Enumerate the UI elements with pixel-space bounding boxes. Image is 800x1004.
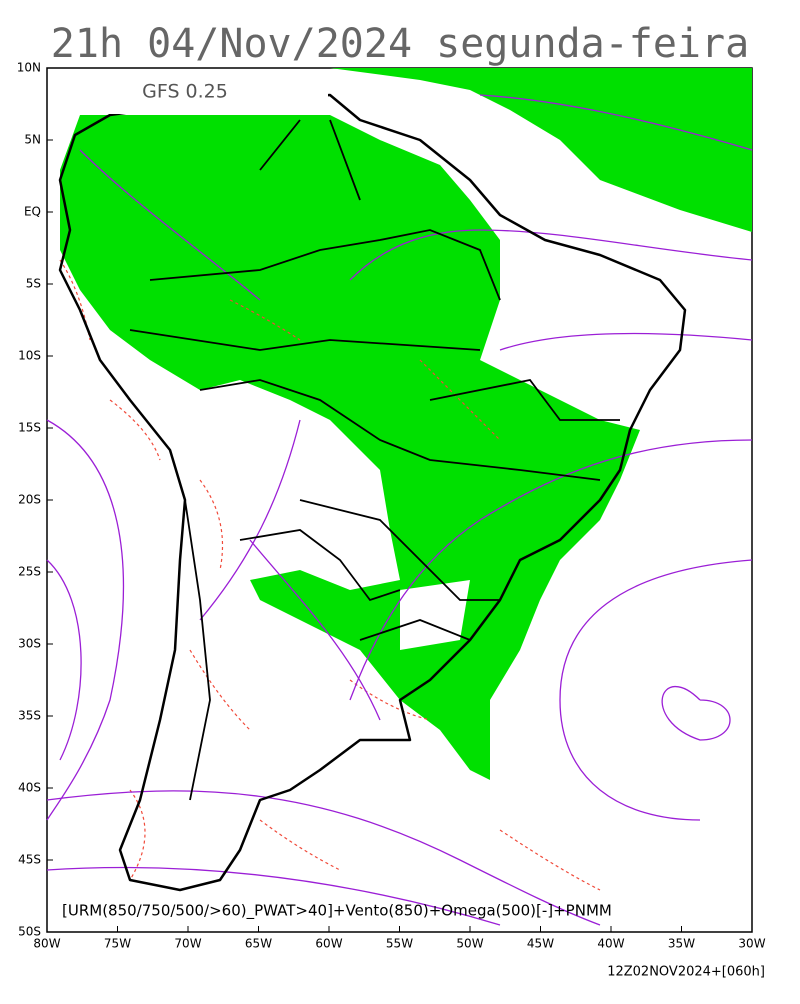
coastlines-borders xyxy=(58,93,687,892)
lat-label: 5S xyxy=(26,277,41,291)
lat-label: 45S xyxy=(18,853,41,867)
lat-label: 25S xyxy=(18,565,41,579)
lon-label: 40W xyxy=(597,937,624,951)
precip-contour xyxy=(59,259,601,891)
humidity-areas xyxy=(60,68,752,780)
coastline xyxy=(58,93,687,892)
lat-label: 40S xyxy=(18,781,41,795)
lat-label: 10S xyxy=(18,349,41,363)
lon-label: 30W xyxy=(738,937,765,951)
lat-label: 5N xyxy=(24,133,41,147)
lon-label: 55W xyxy=(386,937,413,951)
lon-label: 65W xyxy=(245,937,272,951)
lon-label: 60W xyxy=(315,937,342,951)
caption: [URM(850/750/500/>60)_PWAT>40]+Vento(850… xyxy=(62,902,612,921)
precip-contours xyxy=(59,259,601,891)
border xyxy=(129,119,620,801)
lon-label: 35W xyxy=(668,937,695,951)
lon-label: 75W xyxy=(104,937,131,951)
model-label: GFS 0.25 xyxy=(142,81,228,103)
lon-label: 50W xyxy=(456,937,483,951)
streamlines xyxy=(46,94,753,926)
label-box xyxy=(48,69,328,114)
humid-area xyxy=(330,68,752,232)
lat-label: 50S xyxy=(18,925,41,939)
lat-label: EQ xyxy=(24,205,41,219)
title: 21h 04/Nov/2024 segunda-feira xyxy=(51,21,749,67)
lat-label: 20S xyxy=(18,493,41,507)
dry-area xyxy=(400,580,470,650)
dry-area xyxy=(290,470,380,560)
lon-label: 80W xyxy=(33,937,60,951)
lat-label: 30S xyxy=(18,637,41,651)
footer: 12Z02NOV2024+[060h] xyxy=(607,965,765,980)
humid-area xyxy=(60,115,640,780)
lat-label: 35S xyxy=(18,709,41,723)
lon-label: 70W xyxy=(174,937,201,951)
lat-label: 10N xyxy=(17,61,41,75)
lat-label: 15S xyxy=(18,421,41,435)
lon-label: 45W xyxy=(527,937,554,951)
